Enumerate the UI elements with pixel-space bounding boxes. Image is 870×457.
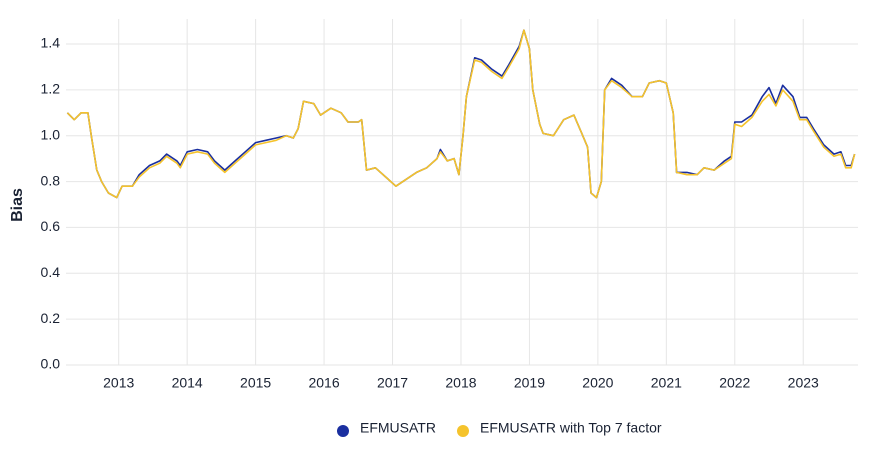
x-tick-label: 2022 [719,375,750,391]
x-tick-label: 2020 [582,375,613,391]
y-tick-label: 0.2 [41,310,61,326]
y-tick-label: 0.6 [41,218,61,234]
y-tick-label: 1.2 [41,81,61,97]
x-tick-label: 2015 [240,375,271,391]
y-tick-label: 1.0 [41,126,61,142]
y-tick-label: 1.4 [41,35,61,51]
legend-label: EFMUSATR with Top 7 factor [480,420,662,436]
legend-marker [337,425,349,437]
y-tick-label: 0.0 [41,356,61,372]
x-tick-label: 2018 [445,375,476,391]
x-tick-label: 2014 [172,375,203,391]
x-tick-label: 2021 [651,375,682,391]
legend-marker [457,425,469,437]
x-tick-label: 2017 [377,375,408,391]
series-line [66,29,856,199]
x-tick-label: 2016 [308,375,339,391]
y-tick-label: 0.4 [41,264,61,280]
y-axis-label: Bias [9,188,26,222]
y-tick-label: 0.8 [41,172,61,188]
x-tick-label: 2019 [514,375,545,391]
x-tick-label: 2013 [103,375,134,391]
legend-label: EFMUSATR [360,420,436,436]
x-tick-label: 2023 [788,375,819,391]
